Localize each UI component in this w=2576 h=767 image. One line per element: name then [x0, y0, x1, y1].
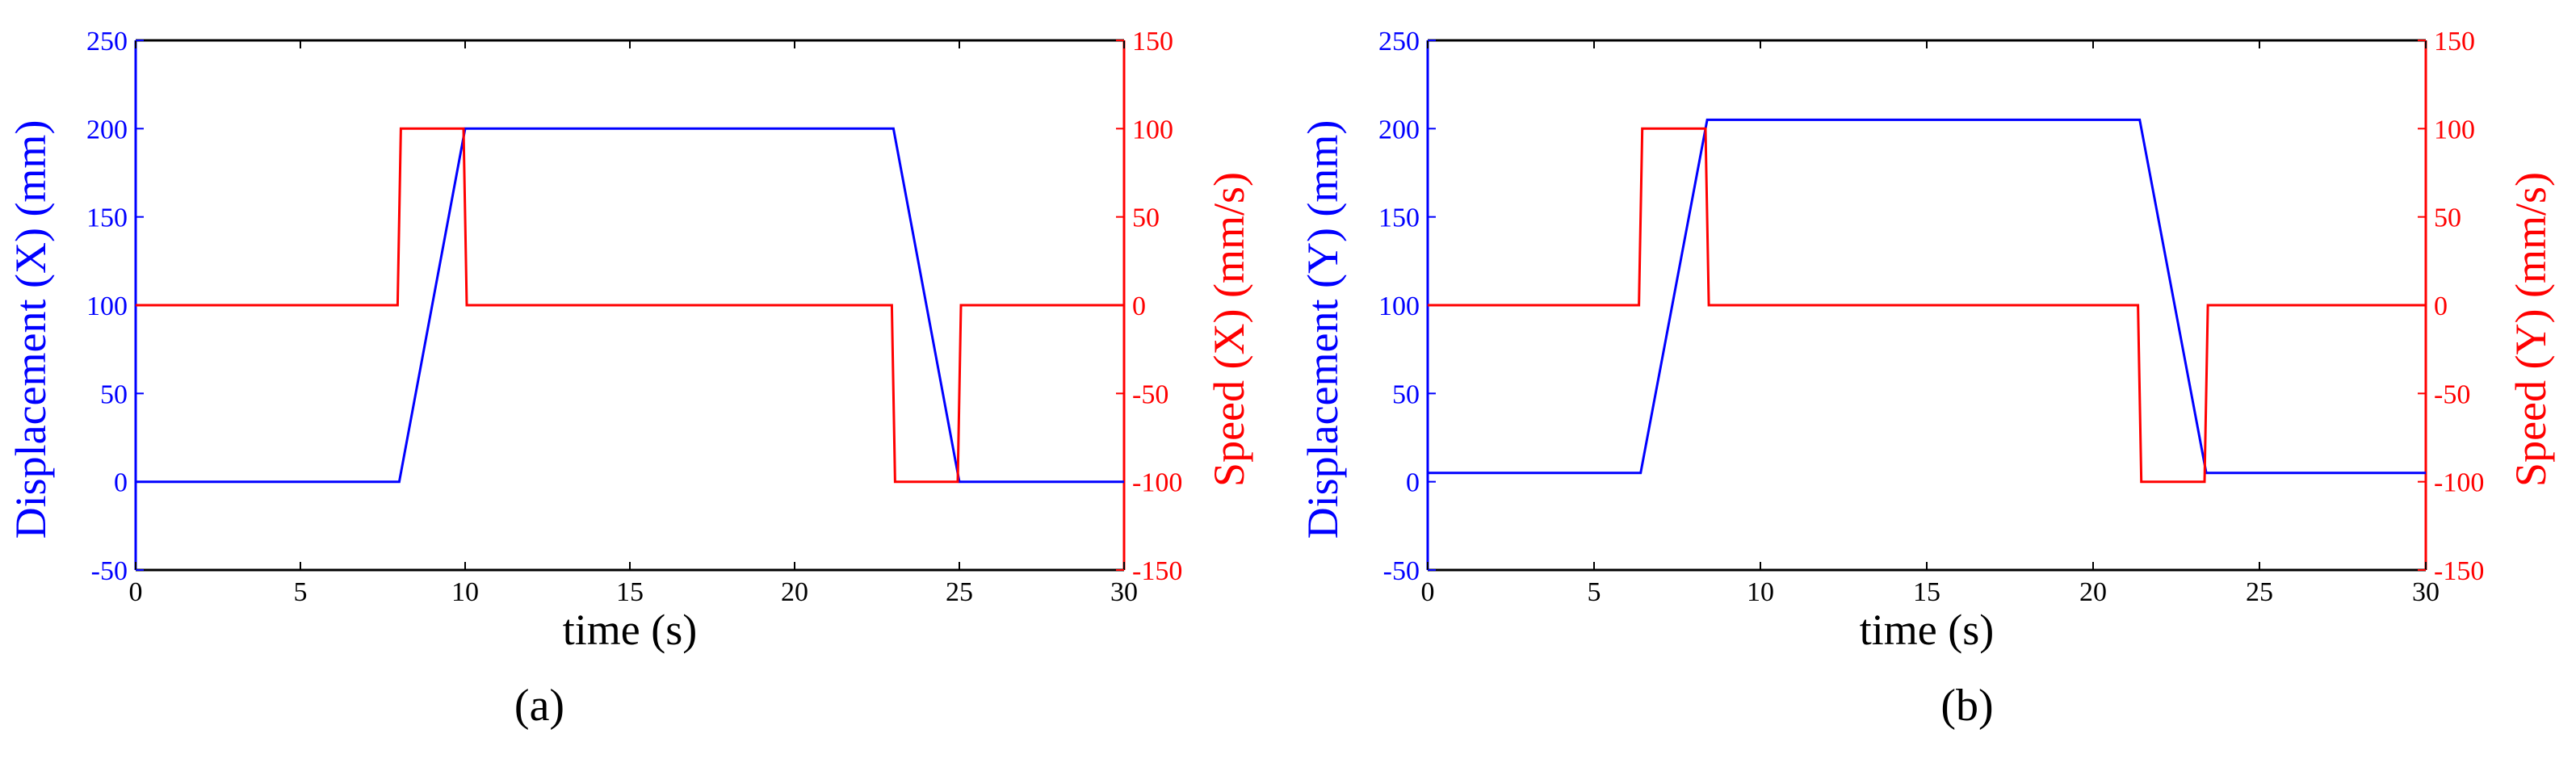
- x-tick-label: 30: [2412, 577, 2440, 607]
- panel-label: (b): [1940, 681, 1993, 731]
- left-y-tick-label: -50: [91, 556, 128, 586]
- right-y-tick-label: 100: [2434, 115, 2475, 145]
- chart-panel-1: 0 5 10 15 20 25 30-50050100150200250-150-100-5…: [1298, 27, 2555, 731]
- displacement-series-line: [1428, 118, 2426, 475]
- speed-series-line: [1428, 127, 2426, 484]
- left-y-tick-label: 150: [1378, 203, 1420, 233]
- x-tick-label: 20: [781, 577, 808, 607]
- left-y-tick-label: 100: [86, 291, 128, 321]
- x-tick-label: 30: [1110, 577, 1138, 607]
- x-axis-title: time (s): [563, 606, 697, 654]
- left-y-tick-label: 50: [1392, 379, 1420, 409]
- right-y-tick-label: -150: [1132, 556, 1182, 586]
- x-tick-label: 10: [451, 577, 479, 607]
- right-y-tick-label: 150: [1132, 27, 1173, 57]
- left-y-axis-title: Displacement (X) (mm): [6, 120, 55, 539]
- left-y-tick-label: 100: [1378, 291, 1420, 321]
- right-y-tick-label: 0: [2434, 291, 2448, 321]
- right-y-tick-label: 50: [2434, 203, 2461, 233]
- right-y-tick-label: -100: [1132, 468, 1182, 498]
- speed-series-line: [136, 127, 1124, 484]
- right-y-tick-label: 50: [1132, 203, 1160, 233]
- right-y-tick-label: -100: [2434, 468, 2484, 498]
- x-tick-label: 5: [1588, 577, 1601, 607]
- right-y-tick-label: 0: [1132, 291, 1146, 321]
- x-tick-label: 5: [294, 577, 308, 607]
- left-y-tick-label: 250: [86, 27, 128, 57]
- right-y-tick-label: 150: [2434, 27, 2475, 57]
- x-tick-label: 15: [1913, 577, 1940, 607]
- left-y-tick-label: 150: [86, 203, 128, 233]
- left-y-tick-label: 50: [100, 379, 128, 409]
- left-y-axis-title: Displacement (Y) (mm): [1298, 120, 1347, 539]
- right-y-tick-label: -50: [2434, 379, 2470, 409]
- x-tick-label: 25: [946, 577, 973, 607]
- left-y-tick-label: -50: [1383, 556, 1420, 586]
- left-y-tick-label: 250: [1378, 27, 1420, 57]
- x-axis-title: time (s): [1860, 606, 1994, 654]
- left-y-tick-label: 0: [114, 468, 128, 498]
- right-y-tick-label: -150: [2434, 556, 2484, 586]
- x-tick-label: 10: [1747, 577, 1774, 607]
- left-y-tick-label: 200: [1378, 115, 1420, 145]
- right-y-tick-label: -50: [1132, 379, 1168, 409]
- x-tick-label: 0: [1421, 577, 1435, 607]
- right-y-axis-title: Speed (X) (mm/s): [1205, 172, 1253, 487]
- left-y-tick-label: 0: [1406, 468, 1420, 498]
- panel-label: (a): [514, 681, 564, 731]
- right-y-axis-title: Speed (Y) (mm/s): [2507, 172, 2555, 487]
- right-y-tick-label: 100: [1132, 115, 1173, 145]
- x-tick-label: 20: [2079, 577, 2107, 607]
- chart-panel-0: 0 5 10 15 20 25 30-50050100150200250-150-100-5…: [6, 27, 1253, 731]
- x-tick-label: 15: [616, 577, 644, 607]
- left-y-tick-label: 200: [86, 115, 128, 145]
- x-tick-label: 0: [129, 577, 143, 607]
- displacement-series-line: [136, 127, 1124, 484]
- x-tick-label: 25: [2246, 577, 2273, 607]
